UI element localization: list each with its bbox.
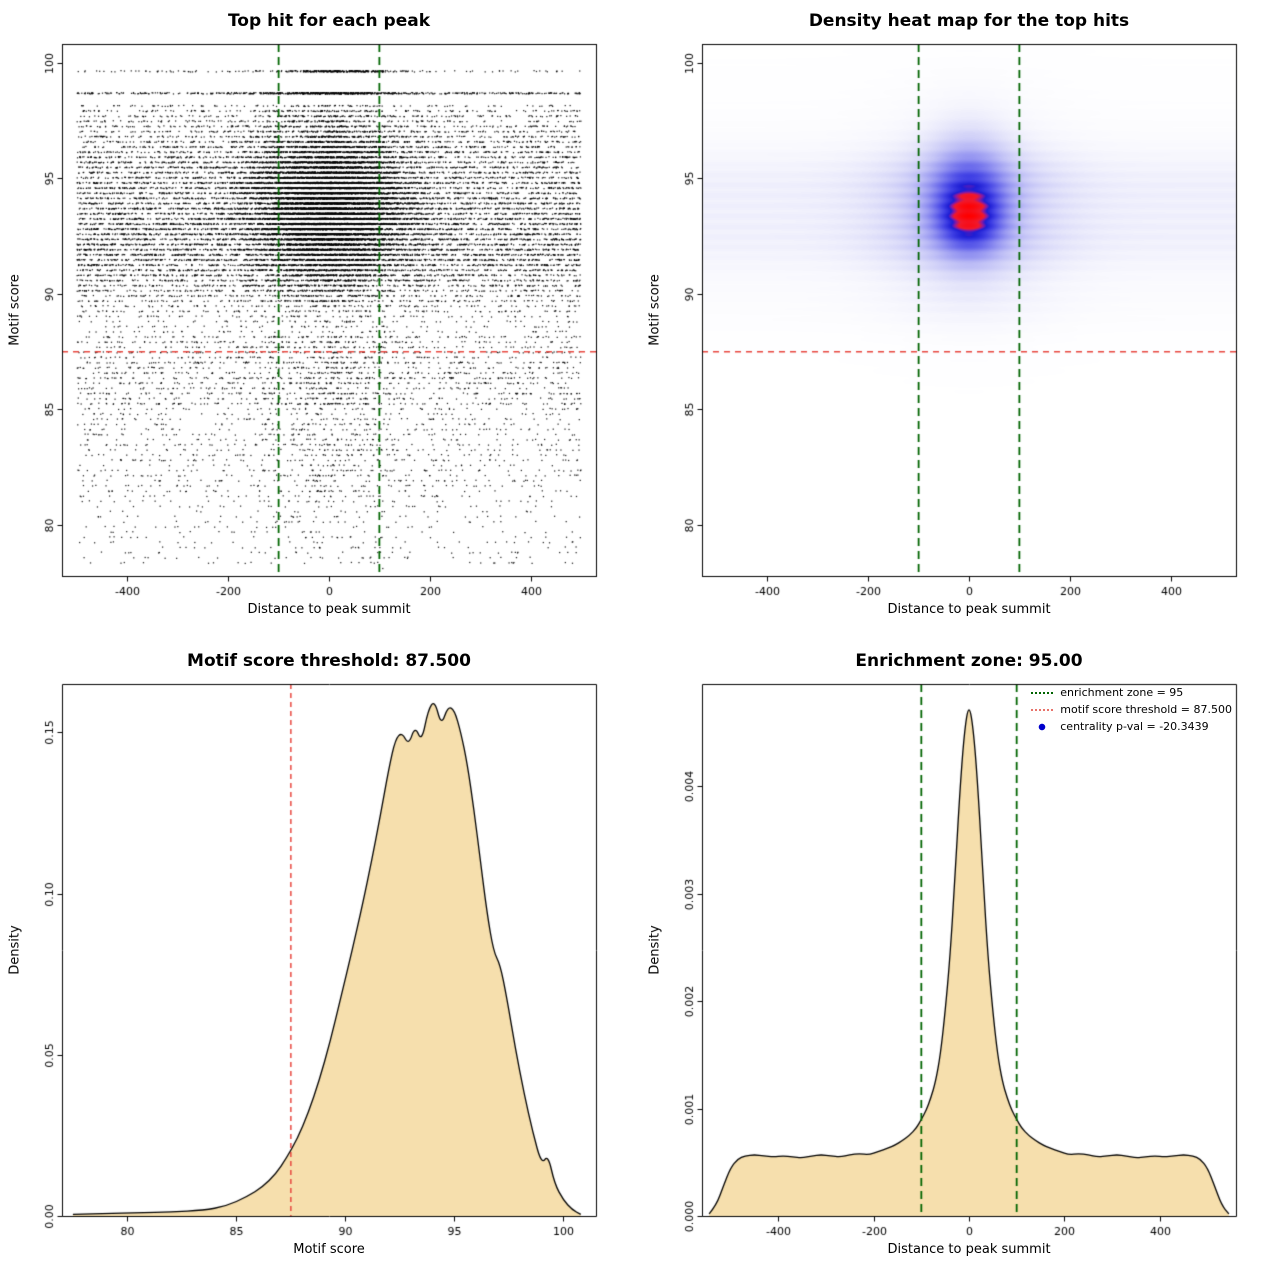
legend-point-swatch [1031,722,1054,731]
heatmap-canvas [640,0,1280,640]
y-axis-title: Density [7,925,23,975]
legend-line-swatch-red [1031,708,1054,711]
plot-legend: enrichment zone = 95 motif score thresho… [1031,686,1232,733]
scatter-plot-canvas [0,0,640,640]
x-axis-title: Distance to peak summit [887,1242,1051,1257]
legend-item-enrichment-zone: enrichment zone = 95 [1031,686,1232,699]
y-axis-title: Motif score [7,274,23,346]
y-axis-title: Motif score [647,274,663,346]
panel-motif-score-density: Motif score threshold: 87.500 Density Mo… [0,640,640,1280]
legend-label: enrichment zone = 95 [1060,686,1184,699]
panel-density-heatmap: Density heat map for the top hits Motif … [640,0,1280,640]
x-axis-title: Motif score [293,1242,365,1257]
panel-top-hit-scatter: Top hit for each peak Motif score Distan… [0,0,640,640]
legend-label: centrality p-val = -20.3439 [1060,720,1209,733]
legend-item-score-threshold: motif score threshold = 87.500 [1031,703,1232,716]
legend-label: motif score threshold = 87.500 [1060,703,1232,716]
x-axis-title: Distance to peak summit [247,602,411,617]
legend-line-swatch-green [1031,691,1054,694]
legend-item-centrality-pval: centrality p-val = -20.3439 [1031,720,1232,733]
panel-enrichment-zone-density: Enrichment zone: 95.00 Density Distance … [640,640,1280,1280]
summit-distance-density-canvas [640,640,1280,1280]
motif-score-density-canvas [0,640,640,1280]
y-axis-title: Density [647,925,663,975]
x-axis-title: Distance to peak summit [887,602,1051,617]
